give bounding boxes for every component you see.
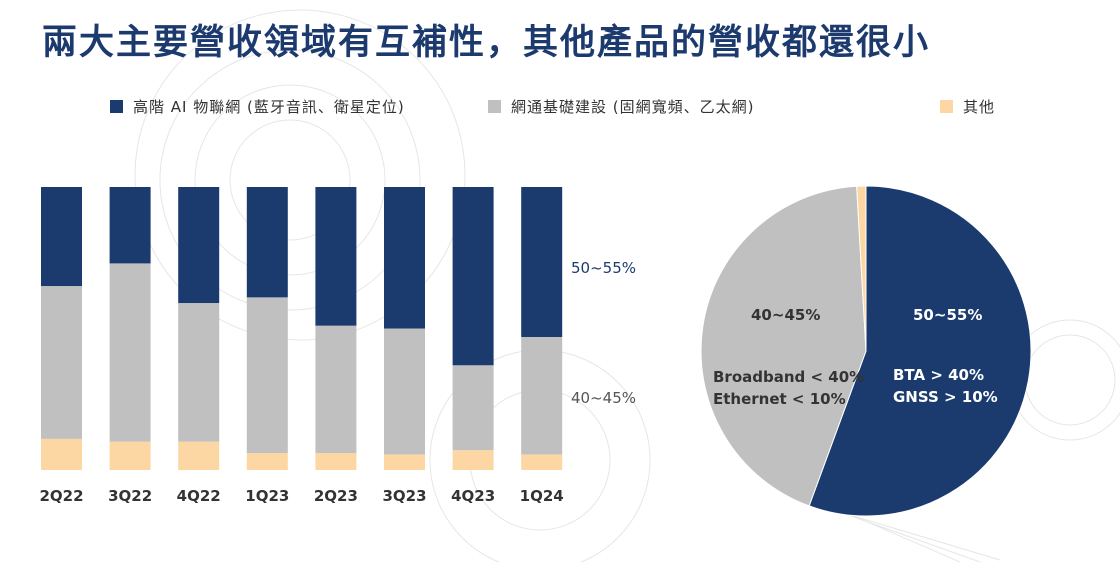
pie-label-gray-line1: Broadband < 40%	[713, 368, 865, 386]
bar-segment-other-3Q23	[384, 454, 425, 470]
bar-segment-network-2Q22	[41, 286, 82, 439]
bar-segment-other-3Q22	[109, 441, 151, 470]
page-title: 兩大主要營收領域有互補性，其他產品的營收都還很小	[42, 22, 931, 63]
x-tick-label: 1Q24	[520, 487, 564, 505]
x-tick-label: 3Q22	[108, 487, 152, 505]
bar-segment-other-4Q23	[452, 450, 494, 470]
legend-swatch-other	[940, 99, 953, 113]
x-tick-label: 2Q23	[314, 487, 358, 505]
x-tick-label: 3Q23	[382, 487, 426, 505]
bar-segment-iot-2Q22	[41, 187, 82, 287]
legend-item-network: 網通基礎建設 (固網寬頻、乙太網)	[488, 96, 754, 116]
legend-item-other: 其他	[940, 96, 995, 116]
bar-segment-other-2Q23	[315, 453, 357, 470]
pie-label-navy-line2: GNSS > 10%	[893, 388, 998, 406]
legend-swatch-network	[488, 99, 501, 113]
legend-label-other: 其他	[963, 97, 996, 116]
bar-segment-other-1Q24	[521, 454, 563, 470]
bar-segment-network-2Q23	[315, 325, 357, 454]
x-tick-label: 2Q22	[39, 487, 83, 505]
pie-label-navy-line1: BTA > 40%	[893, 366, 985, 384]
bar-segment-iot-2Q23	[315, 187, 357, 326]
legend-label-network: 網通基礎建設 (固網寬頻、乙太網)	[511, 97, 755, 116]
legend-swatch-iot	[110, 99, 123, 113]
pie-slice-network	[700, 185, 867, 507]
pie-label-gray-line2: Ethernet < 10%	[713, 390, 846, 408]
pie-label-navy-pct: 50~55%	[913, 306, 983, 324]
x-tick-label: 4Q22	[177, 487, 221, 505]
bar-segment-network-4Q22	[178, 303, 220, 442]
pie-slice-other	[856, 185, 867, 352]
pie-label-gray-pct: 40~45%	[751, 306, 821, 324]
bar-segment-other-2Q22	[41, 438, 82, 470]
bar-segment-network-4Q23	[452, 365, 494, 451]
bar-segment-iot-3Q23	[384, 187, 425, 329]
bar-segment-network-1Q24	[521, 336, 563, 455]
legend-label-iot: 高階 AI 物聯網 (藍牙音訊、衛星定位)	[133, 97, 405, 116]
bar-annotation-bottom: 40~45%	[571, 389, 636, 407]
bar-segment-iot-1Q24	[521, 187, 563, 337]
x-tick-label: 4Q23	[451, 487, 495, 505]
bar-segment-network-1Q23	[246, 297, 288, 454]
bar-segment-other-4Q22	[178, 441, 220, 470]
bar-segment-iot-1Q23	[246, 187, 288, 298]
stacked-bar-chart: 2Q22 3Q22 4Q22 1Q23 2Q23 3Q23 4Q23 1Q24	[39, 187, 564, 505]
pie-slice-iot	[808, 185, 1032, 517]
bar-segment-iot-3Q22	[109, 187, 151, 264]
bar-segment-network-3Q23	[384, 328, 425, 455]
legend-item-iot: 高階 AI 物聯網 (藍牙音訊、衛星定位)	[110, 96, 405, 116]
bar-annotation-top: 50~55%	[571, 259, 636, 277]
bar-segment-network-3Q22	[109, 263, 151, 442]
bar-segment-iot-4Q23	[452, 187, 494, 366]
bar-segment-iot-4Q22	[178, 187, 220, 304]
x-tick-label: 1Q23	[245, 487, 289, 505]
bar-segment-other-1Q23	[246, 453, 288, 470]
